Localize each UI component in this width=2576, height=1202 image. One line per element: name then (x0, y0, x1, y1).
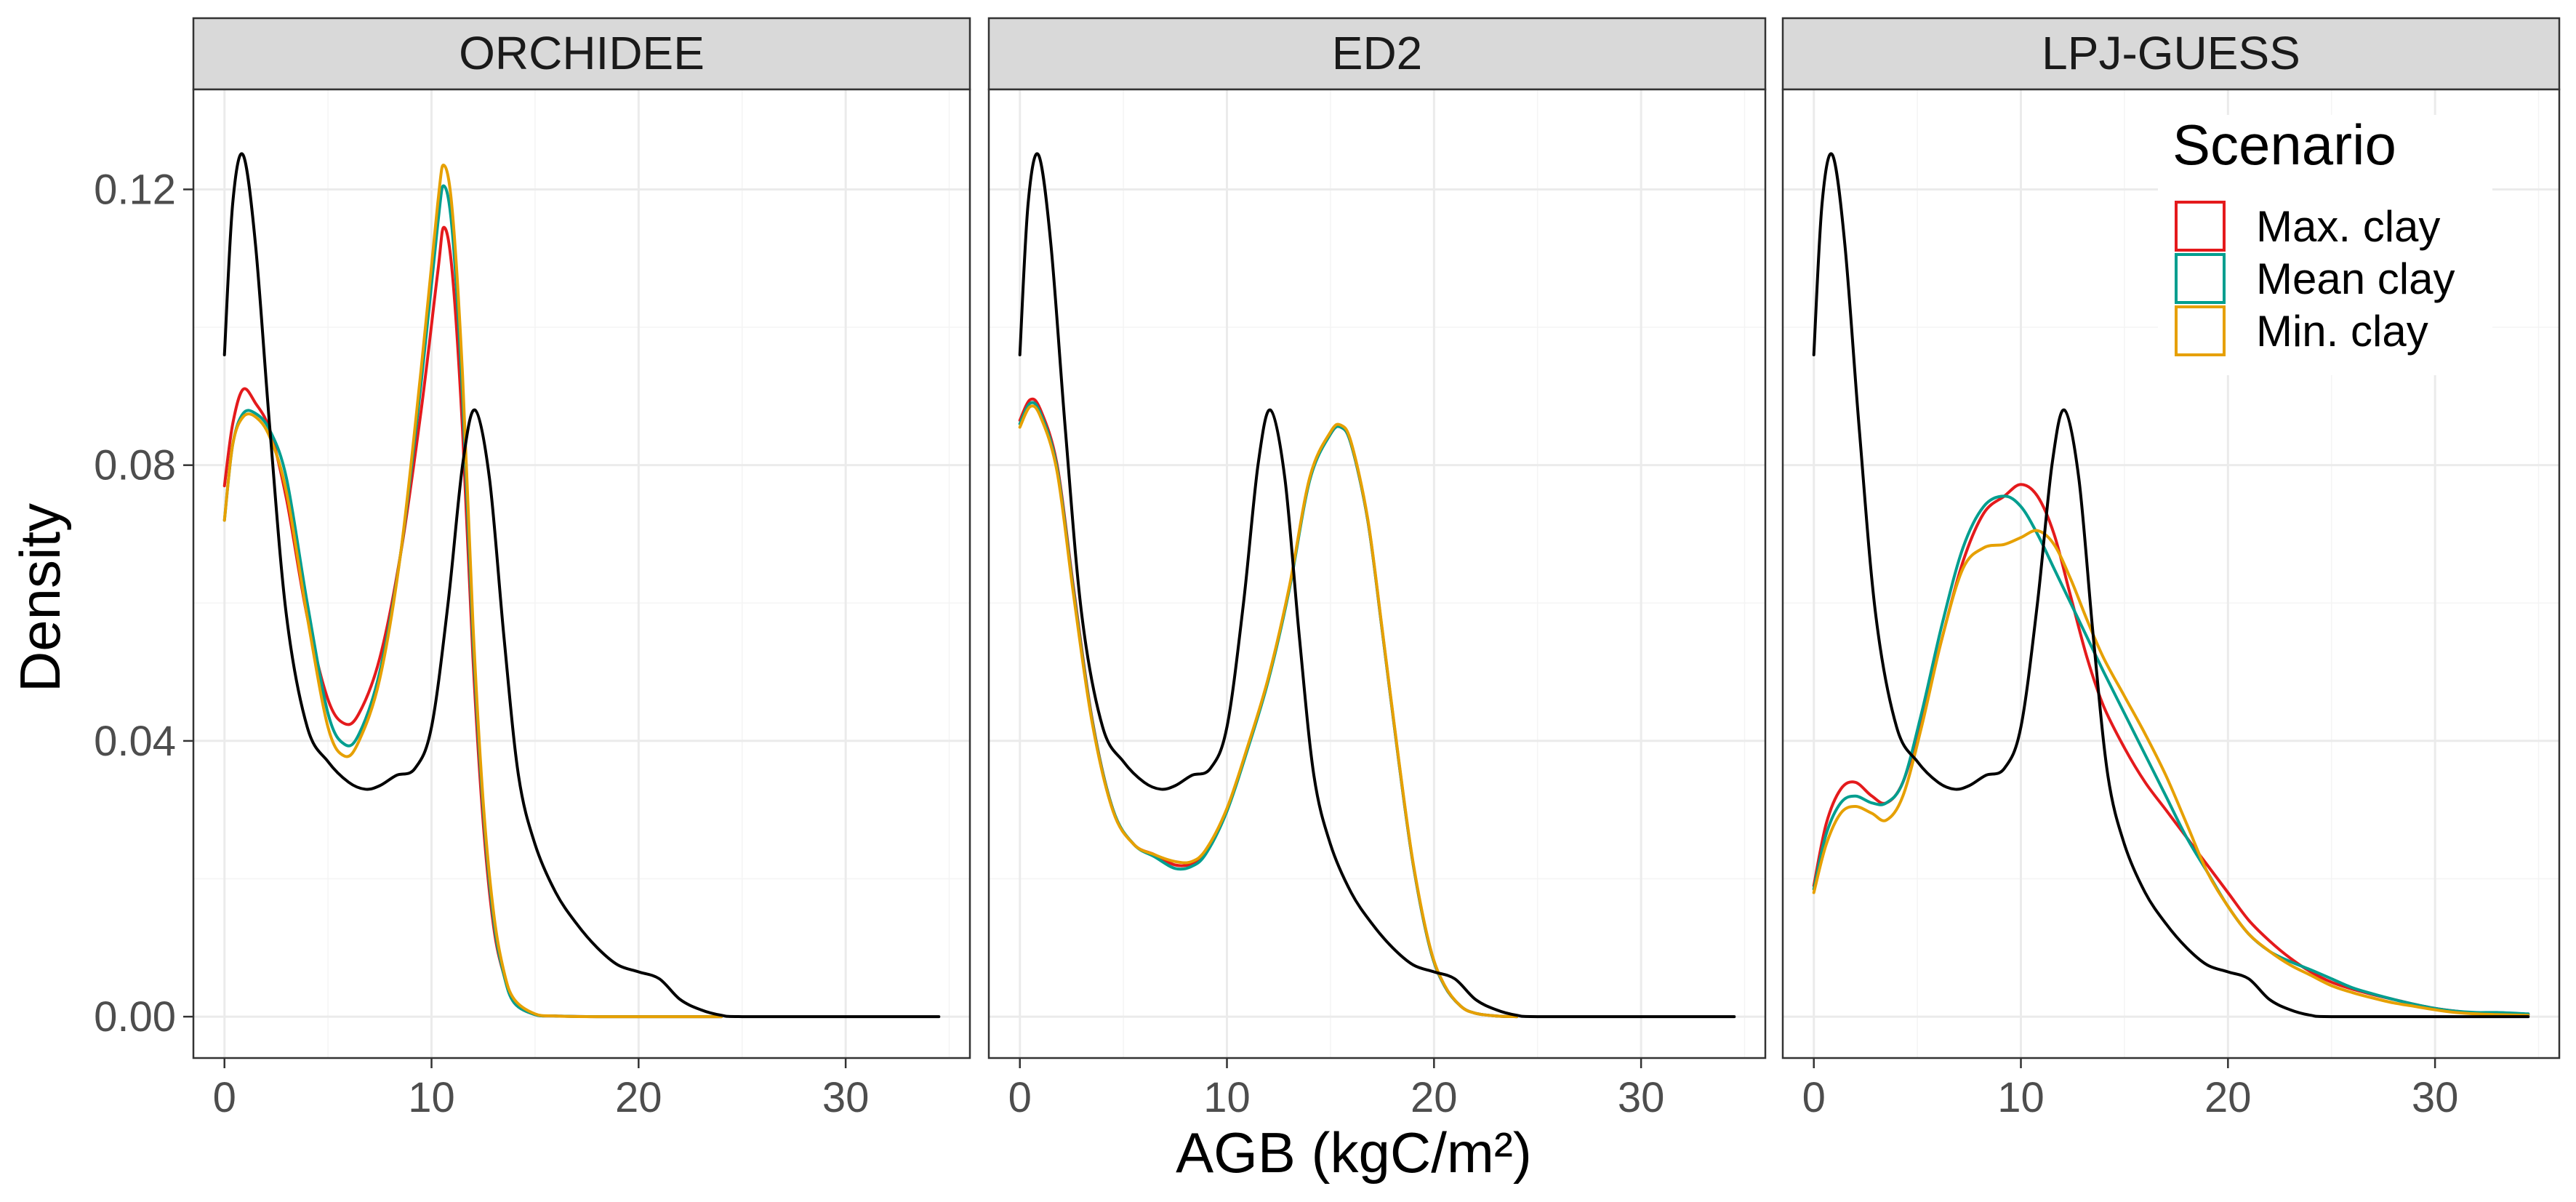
y-tick-label: 0.12 (94, 166, 176, 213)
x-tick-label: 30 (822, 1074, 870, 1121)
strip-title-orchidee: ORCHIDEE (459, 27, 705, 79)
legend-label-mean-clay: Mean clay (2256, 255, 2455, 303)
x-tick-label: 10 (1997, 1074, 2045, 1121)
x-tick-label: 10 (1203, 1074, 1251, 1121)
facet-panels: ORCHIDEE ED2 LPJ-GUESS (192, 17, 2561, 1059)
panel-border-lpj-guess (1781, 88, 2561, 1059)
x-tick-label: 20 (2204, 1074, 2252, 1121)
x-tick-label: 20 (615, 1074, 662, 1121)
legend-label-max-clay: Max. clay (2256, 202, 2440, 251)
curves-lpj-guess (1812, 152, 2530, 1019)
legend-label-min-clay: Min. clay (2256, 307, 2428, 356)
series-line-min-clay (222, 164, 723, 1019)
strip-lpj-guess (1781, 17, 2561, 91)
y-tick-label: 0.04 (94, 718, 176, 765)
series-line-min-clay (1018, 404, 1519, 1019)
axes: 0 10 20 30 0 10 20 30 0 10 20 30 0.00 0.04 0.08 0.12 (94, 166, 2458, 1121)
panel-ed2: ED2 (987, 17, 1767, 1059)
x-tick-label: 30 (1618, 1074, 1665, 1121)
strip-ed2 (987, 17, 1767, 91)
panel-border-orchidee (192, 88, 971, 1059)
strip-orchidee (192, 17, 971, 91)
x-tick-label: 30 (2412, 1074, 2459, 1121)
plot-area-ed2 (989, 89, 1765, 1058)
y-tick-label: 0.08 (94, 442, 176, 489)
curves-ed2 (1018, 152, 1736, 1019)
x-tick-label: 10 (408, 1074, 455, 1121)
x-axis-title: AGB (kgC/m²) (1176, 1121, 1532, 1185)
legend-key-min-clay (2175, 305, 2226, 356)
x-tick-label: 0 (213, 1074, 236, 1121)
plot-area-orchidee (193, 89, 970, 1058)
series-line-mean-clay (1812, 494, 2530, 1016)
series-line-min-clay (1812, 529, 2530, 1017)
reference-density-line (1812, 152, 2530, 1019)
reference-density-line (1018, 152, 1736, 1019)
reference-density-line (222, 152, 941, 1019)
legend-key-max-clay (2175, 201, 2226, 252)
curves-orchidee (222, 152, 941, 1019)
legend-key-mean-clay (2175, 253, 2226, 304)
panel-border-ed2 (987, 88, 1767, 1059)
x-tick-label: 20 (1411, 1074, 1458, 1121)
y-axis-title: Density (8, 503, 72, 692)
y-tick-label: 0.00 (94, 993, 176, 1041)
x-tick-label: 0 (1008, 1074, 1032, 1121)
x-tick-label: 0 (1802, 1074, 1826, 1121)
panel-orchidee: ORCHIDEE (192, 17, 971, 1059)
strip-title-lpj-guess: LPJ-GUESS (2042, 27, 2300, 79)
legend-background (2158, 115, 2492, 375)
strip-title-ed2: ED2 (1332, 27, 1423, 79)
legend-title: Scenario (2172, 113, 2396, 177)
